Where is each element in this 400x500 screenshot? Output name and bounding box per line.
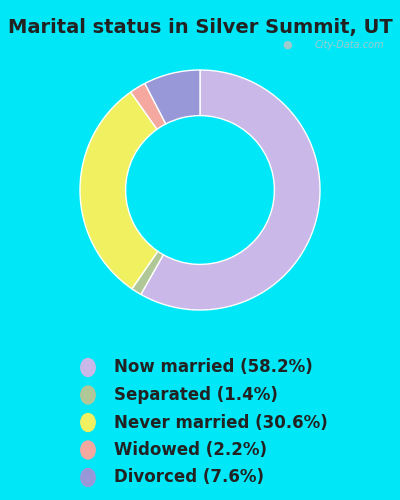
Wedge shape bbox=[145, 70, 200, 124]
Wedge shape bbox=[80, 92, 158, 289]
Text: Marital status in Silver Summit, UT: Marital status in Silver Summit, UT bbox=[8, 18, 392, 36]
Text: City-Data.com: City-Data.com bbox=[315, 40, 384, 50]
Text: Now married (58.2%): Now married (58.2%) bbox=[114, 358, 313, 376]
Wedge shape bbox=[141, 70, 320, 310]
Text: Never married (30.6%): Never married (30.6%) bbox=[114, 414, 328, 432]
Text: Separated (1.4%): Separated (1.4%) bbox=[114, 386, 278, 404]
Wedge shape bbox=[131, 84, 166, 130]
Wedge shape bbox=[132, 252, 163, 294]
Text: ●: ● bbox=[282, 40, 292, 50]
Text: Divorced (7.6%): Divorced (7.6%) bbox=[114, 468, 264, 486]
Text: Widowed (2.2%): Widowed (2.2%) bbox=[114, 441, 267, 459]
